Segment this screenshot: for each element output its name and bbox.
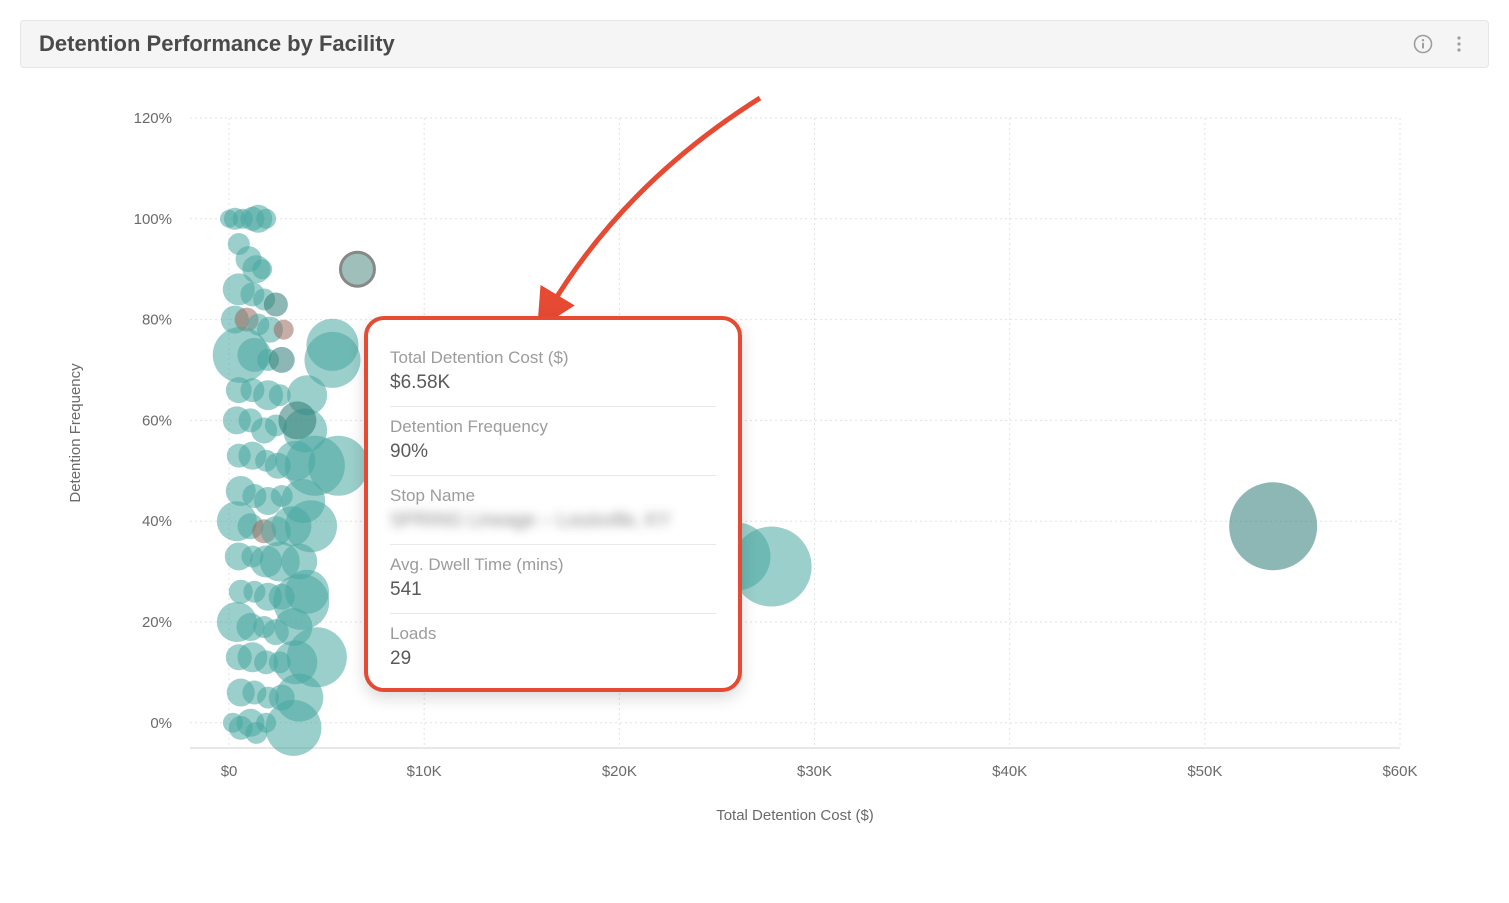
svg-text:$30K: $30K	[797, 763, 832, 780]
bubble-point[interactable]	[269, 347, 295, 373]
tooltip-value: 90%	[390, 441, 716, 463]
svg-text:120%: 120%	[134, 110, 172, 127]
info-icon[interactable]	[1412, 33, 1434, 55]
tooltip-label: Avg. Dwell Time (mins)	[390, 555, 716, 575]
svg-text:100%: 100%	[134, 211, 172, 228]
chart-panel: Detention Performance by Facility 0% 20% 4…	[20, 20, 1489, 868]
svg-text:$20K: $20K	[602, 763, 637, 780]
tooltip-value: 29	[390, 648, 716, 670]
svg-text:$40K: $40K	[992, 763, 1027, 780]
tooltip-label: Stop Name	[390, 486, 716, 506]
svg-text:$60K: $60K	[1382, 763, 1417, 780]
bubble-point[interactable]	[274, 320, 294, 340]
bubble-point[interactable]	[1229, 482, 1317, 570]
highlighted-bubble[interactable]	[340, 252, 374, 286]
tooltip-row: Loads 29	[390, 614, 716, 670]
bubble-point[interactable]	[264, 292, 288, 316]
bubble-point[interactable]	[285, 570, 329, 614]
panel-header: Detention Performance by Facility	[20, 20, 1489, 68]
tooltip-row: Detention Frequency 90%	[390, 407, 716, 476]
svg-text:$50K: $50K	[1187, 763, 1222, 780]
tooltip-row: Avg. Dwell Time (mins) 541	[390, 545, 716, 614]
svg-text:40%: 40%	[142, 513, 172, 530]
kebab-menu-icon[interactable]	[1448, 33, 1470, 55]
svg-text:60%: 60%	[142, 412, 172, 429]
panel-title: Detention Performance by Facility	[39, 31, 1398, 57]
svg-text:0%: 0%	[150, 715, 172, 732]
bubble-point[interactable]	[265, 700, 321, 756]
tooltip-row: Stop Name SPRING Lineage – Louisville, KY	[390, 476, 716, 545]
bubble-point[interactable]	[256, 209, 276, 229]
bubble-point[interactable]	[285, 500, 337, 552]
tooltip-label: Total Detention Cost ($)	[390, 348, 716, 368]
svg-text:20%: 20%	[142, 614, 172, 631]
tooltip-row: Total Detention Cost ($) $6.58K	[390, 338, 716, 407]
tooltip-value: SPRING Lineage – Louisville, KY	[390, 510, 716, 532]
bubble-point[interactable]	[252, 259, 272, 279]
svg-text:$0: $0	[221, 763, 238, 780]
tooltip-value: 541	[390, 579, 716, 601]
bubble-point[interactable]	[278, 401, 316, 439]
tooltip-label: Detention Frequency	[390, 417, 716, 437]
y-axis-title: Detention Frequency	[67, 363, 84, 503]
x-axis-title: Total Detention Cost ($)	[716, 807, 874, 824]
svg-text:$10K: $10K	[407, 763, 442, 780]
chart-area: 0% 20% 40% 60% 80% 100% 120% $0 $10K $20K $30K $40K…	[20, 68, 1489, 868]
data-tooltip: Total Detention Cost ($) $6.58K Detention …	[364, 316, 742, 692]
tooltip-label: Loads	[390, 624, 716, 644]
svg-text:80%: 80%	[142, 312, 172, 329]
tooltip-value: $6.58K	[390, 372, 716, 394]
